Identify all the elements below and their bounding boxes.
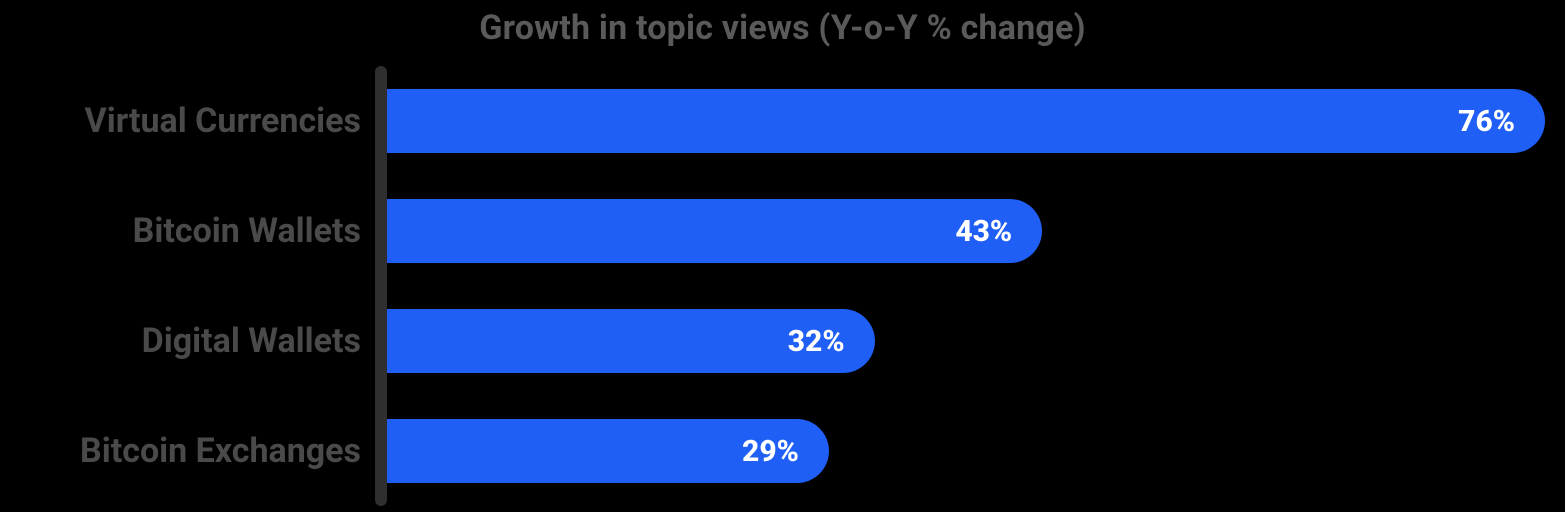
bar-row: 76% bbox=[387, 89, 1545, 153]
bar-row: 43% bbox=[387, 199, 1545, 263]
bar-value-label: 32% bbox=[788, 324, 845, 359]
bar-row: 29% bbox=[387, 419, 1545, 483]
y-axis-label: Virtual Currencies bbox=[20, 104, 361, 138]
chart-title: Growth in topic views (Y-o-Y % change) bbox=[20, 8, 1545, 48]
y-axis-line bbox=[375, 66, 387, 506]
bar-value-label: 29% bbox=[742, 434, 799, 469]
bar-value-label: 43% bbox=[955, 214, 1012, 249]
bar-digital-wallets: 32% bbox=[387, 309, 875, 373]
bar-bitcoin-wallets: 43% bbox=[387, 199, 1042, 263]
y-axis-labels: Virtual Currencies Bitcoin Wallets Digit… bbox=[20, 66, 375, 506]
bars-container: 76% 43% 32% 29% bbox=[387, 66, 1545, 506]
bar-row: 32% bbox=[387, 309, 1545, 373]
bar-virtual-currencies: 76% bbox=[387, 89, 1545, 153]
bar-value-label: 76% bbox=[1458, 104, 1515, 139]
bar-bitcoin-exchanges: 29% bbox=[387, 419, 829, 483]
y-axis-label: Digital Wallets bbox=[20, 324, 361, 358]
plot-area: Virtual Currencies Bitcoin Wallets Digit… bbox=[20, 66, 1545, 506]
y-axis-label: Bitcoin Wallets bbox=[20, 214, 361, 248]
growth-topic-views-chart: Growth in topic views (Y-o-Y % change) V… bbox=[0, 0, 1565, 512]
y-axis-label: Bitcoin Exchanges bbox=[20, 434, 361, 468]
